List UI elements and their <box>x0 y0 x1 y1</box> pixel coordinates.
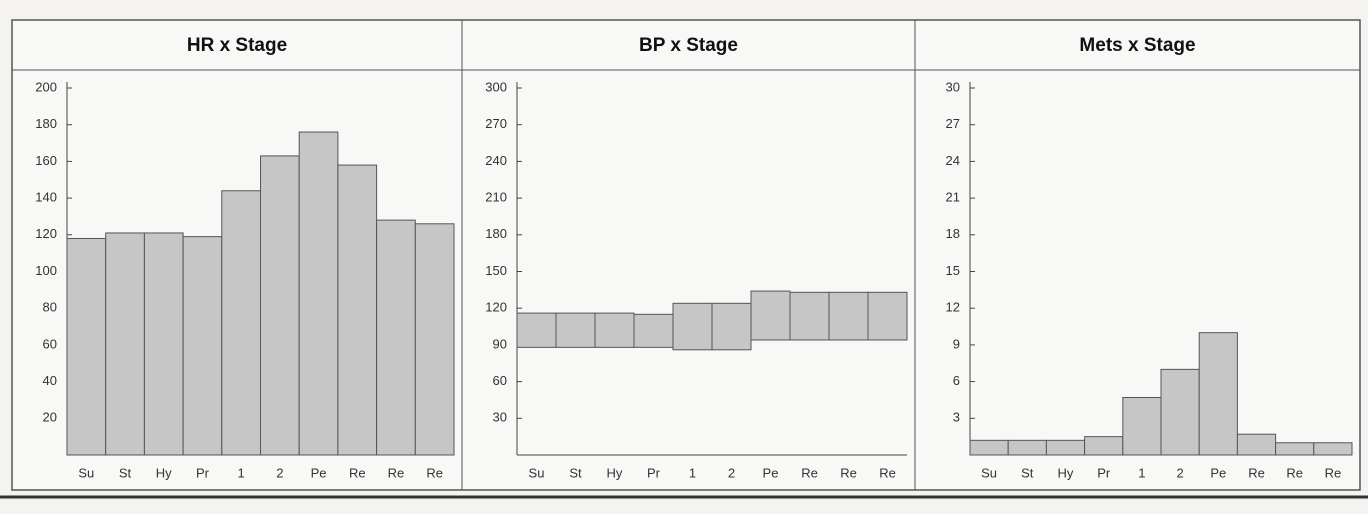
x-tick-label: Re <box>388 465 405 480</box>
y-tick-label: 120 <box>35 226 57 241</box>
bar <box>1160 368 1200 456</box>
bar <box>1045 439 1086 456</box>
bar <box>1007 439 1047 456</box>
x-tick-label: Re <box>879 465 896 480</box>
range-bar <box>711 302 752 351</box>
x-tick-label: Hy <box>607 465 623 480</box>
x-tick-label: 1 <box>238 465 245 480</box>
range-bar <box>516 312 557 348</box>
y-tick-label: 3 <box>953 410 960 425</box>
x-tick-label: Hy <box>156 465 172 480</box>
y-tick-label: 30 <box>493 410 507 425</box>
x-tick-label: St <box>119 465 132 480</box>
x-tick-label: Su <box>529 465 545 480</box>
y-tick-label: 90 <box>493 336 507 351</box>
bar <box>221 190 262 456</box>
y-tick-label: 60 <box>493 373 507 388</box>
x-tick-label: Pe <box>763 465 779 480</box>
y-tick-label: 210 <box>485 190 507 205</box>
x-tick-label: Re <box>840 465 857 480</box>
bar <box>1313 442 1353 456</box>
x-tick-label: Re <box>1325 465 1342 480</box>
bar <box>1275 442 1315 456</box>
range-bar <box>594 312 635 348</box>
range-bar <box>789 291 830 341</box>
x-tick-label: 2 <box>728 465 735 480</box>
chart-title: BP x Stage <box>639 35 738 56</box>
y-tick-label: 40 <box>43 373 57 388</box>
y-tick-label: 200 <box>35 79 57 94</box>
y-tick-label: 21 <box>946 190 960 205</box>
bar <box>66 237 107 456</box>
y-tick-label: 150 <box>485 263 507 278</box>
chart-title: Mets x Stage <box>1079 35 1195 56</box>
x-tick-label: Re <box>1286 465 1303 480</box>
y-tick-label: 20 <box>43 410 57 425</box>
x-tick-label: Re <box>1248 465 1265 480</box>
range-bar <box>828 291 869 341</box>
y-tick-label: 60 <box>43 336 57 351</box>
range-bar <box>555 312 596 348</box>
bar <box>337 164 378 456</box>
chart-title: HR x Stage <box>187 35 287 56</box>
x-tick-label: St <box>569 465 582 480</box>
y-tick-label: 100 <box>35 263 57 278</box>
y-tick-label: 140 <box>35 190 57 205</box>
x-tick-label: Pr <box>1097 465 1111 480</box>
bar <box>182 236 223 456</box>
y-tick-label: 120 <box>485 300 507 315</box>
x-tick-label: 2 <box>1176 465 1183 480</box>
x-tick-label: Su <box>981 465 997 480</box>
x-tick-label: 2 <box>276 465 283 480</box>
bar <box>1122 397 1162 456</box>
x-tick-label: Hy <box>1058 465 1074 480</box>
y-tick-label: 180 <box>35 116 57 131</box>
y-tick-label: 27 <box>946 116 960 131</box>
bar <box>376 219 416 456</box>
y-tick-label: 30 <box>946 79 960 94</box>
y-tick-label: 15 <box>946 263 960 278</box>
x-tick-label: Pr <box>647 465 661 480</box>
y-tick-label: 240 <box>485 153 507 168</box>
x-tick-label: St <box>1021 465 1034 480</box>
range-bar <box>672 302 713 351</box>
x-tick-label: 1 <box>1138 465 1145 480</box>
y-tick-label: 180 <box>485 226 507 241</box>
x-tick-label: Pe <box>311 465 327 480</box>
range-bar <box>633 313 674 348</box>
bar <box>105 232 145 456</box>
y-tick-label: 270 <box>485 116 507 131</box>
bar <box>1084 436 1124 456</box>
x-tick-label: Pe <box>1210 465 1226 480</box>
x-tick-label: Re <box>426 465 443 480</box>
bar <box>260 155 300 456</box>
x-tick-label: Re <box>801 465 818 480</box>
bar <box>414 223 455 456</box>
y-tick-label: 80 <box>43 300 57 315</box>
range-bar <box>867 291 908 341</box>
x-tick-label: Re <box>349 465 366 480</box>
x-tick-label: Pr <box>196 465 210 480</box>
y-tick-label: 160 <box>35 153 57 168</box>
range-bar <box>750 290 791 341</box>
bar <box>1236 433 1277 456</box>
bar <box>143 232 184 456</box>
x-tick-label: 1 <box>689 465 696 480</box>
y-tick-label: 9 <box>953 336 960 351</box>
y-tick-label: 300 <box>485 79 507 94</box>
y-tick-label: 6 <box>953 373 960 388</box>
x-tick-label: Su <box>78 465 94 480</box>
y-tick-label: 24 <box>946 153 960 168</box>
bar <box>969 439 1009 456</box>
bar <box>298 131 339 456</box>
y-tick-label: 18 <box>946 226 960 241</box>
bar <box>1198 332 1238 456</box>
y-tick-label: 12 <box>946 300 960 315</box>
